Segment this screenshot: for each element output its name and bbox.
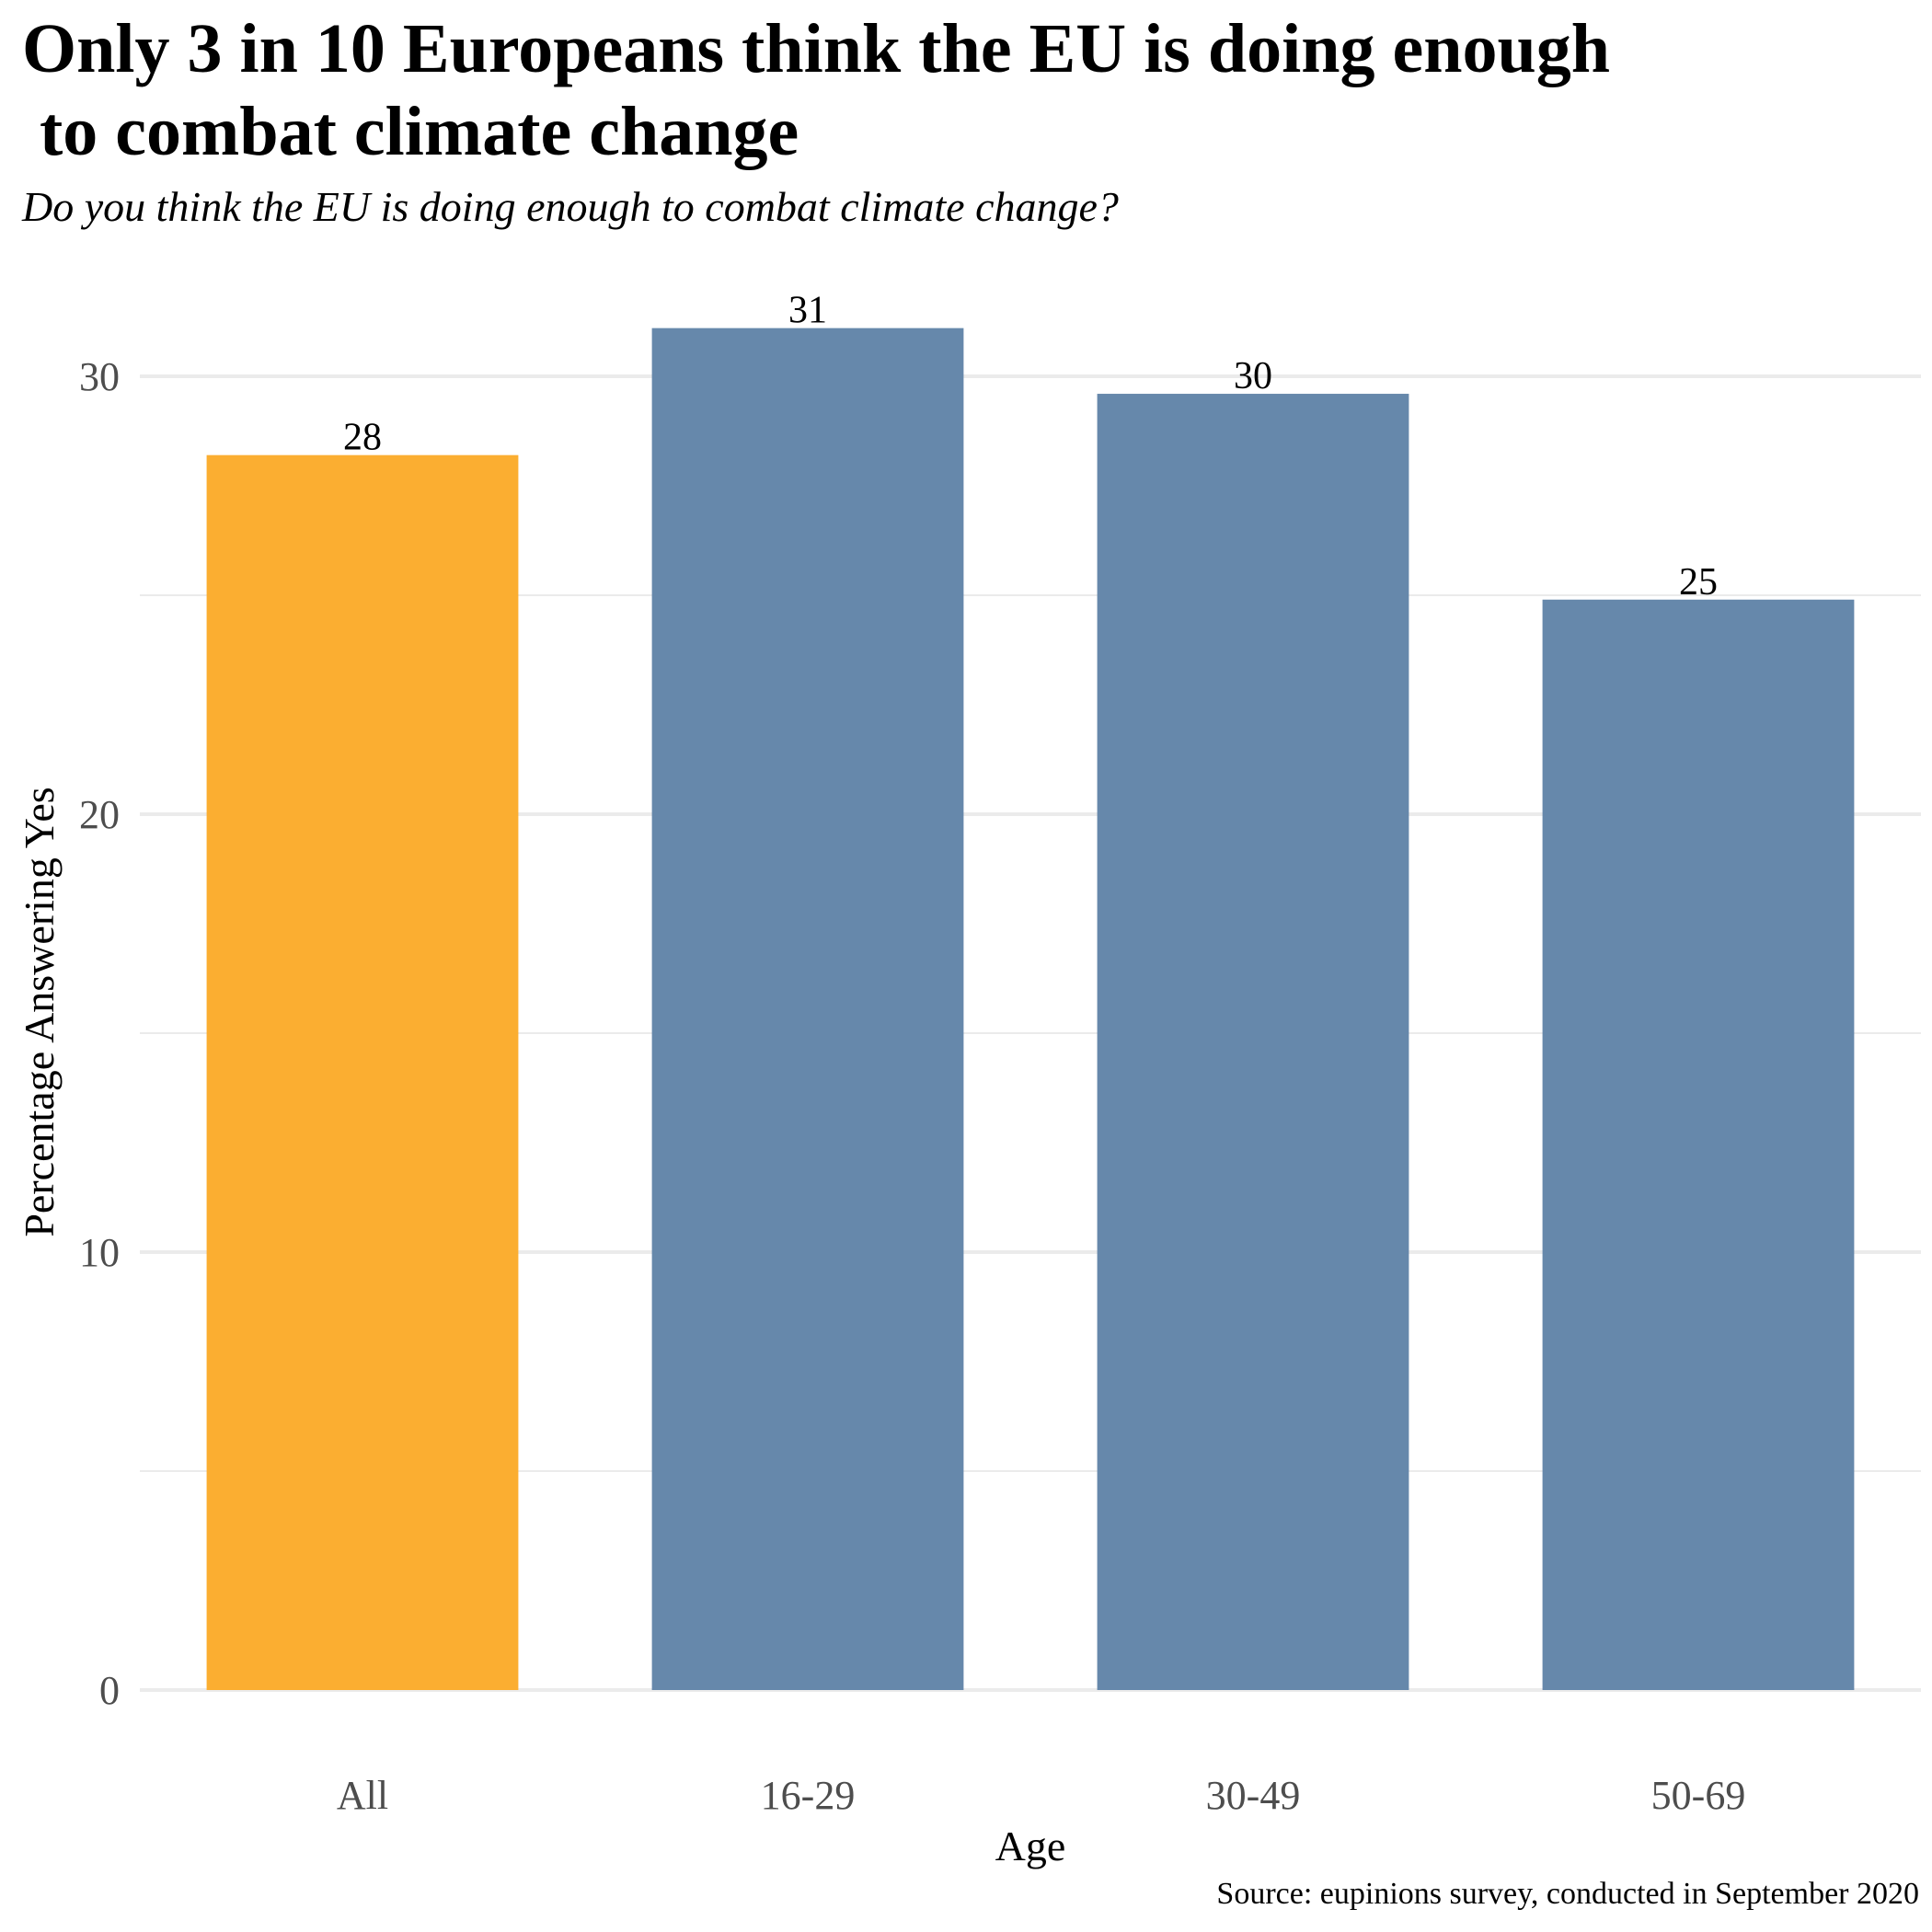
y-tick-label: 10 (79, 1230, 120, 1275)
data-label: 31 (788, 290, 827, 332)
y-axis-title: Percentage Answering Yes (16, 787, 63, 1236)
data-label: 30 (1234, 355, 1272, 397)
x-axis-ticks: All 16-29 30-49 50-69 (337, 1773, 1745, 1818)
bar-all (206, 454, 519, 1691)
bar-30-49 (1097, 394, 1409, 1690)
x-tick-label: 50-69 (1651, 1773, 1746, 1818)
bar-50-69 (1542, 599, 1855, 1690)
data-labels: 28 31 30 25 (343, 290, 1718, 604)
x-axis-title: Age (995, 1823, 1066, 1869)
chart-title: Only 3 in 10 Europeans think the EU is d… (22, 10, 1611, 170)
source-note: Source: eupinions survey, conducted in S… (1216, 1877, 1919, 1911)
y-tick-label: 20 (79, 792, 120, 837)
data-label: 25 (1679, 561, 1718, 604)
y-tick-label: 0 (99, 1668, 120, 1713)
bar-16-29 (651, 328, 964, 1690)
x-tick-label: All (337, 1773, 388, 1818)
data-label: 28 (343, 417, 382, 459)
x-tick-label: 30-49 (1206, 1773, 1301, 1818)
chart-subtitle: Do you think the EU is doing enough to c… (22, 183, 1119, 230)
y-axis-ticks: 0 10 20 30 (79, 354, 120, 1713)
y-tick-label: 30 (79, 354, 120, 399)
x-tick-label: 16-29 (761, 1773, 856, 1818)
bars (206, 328, 1855, 1691)
